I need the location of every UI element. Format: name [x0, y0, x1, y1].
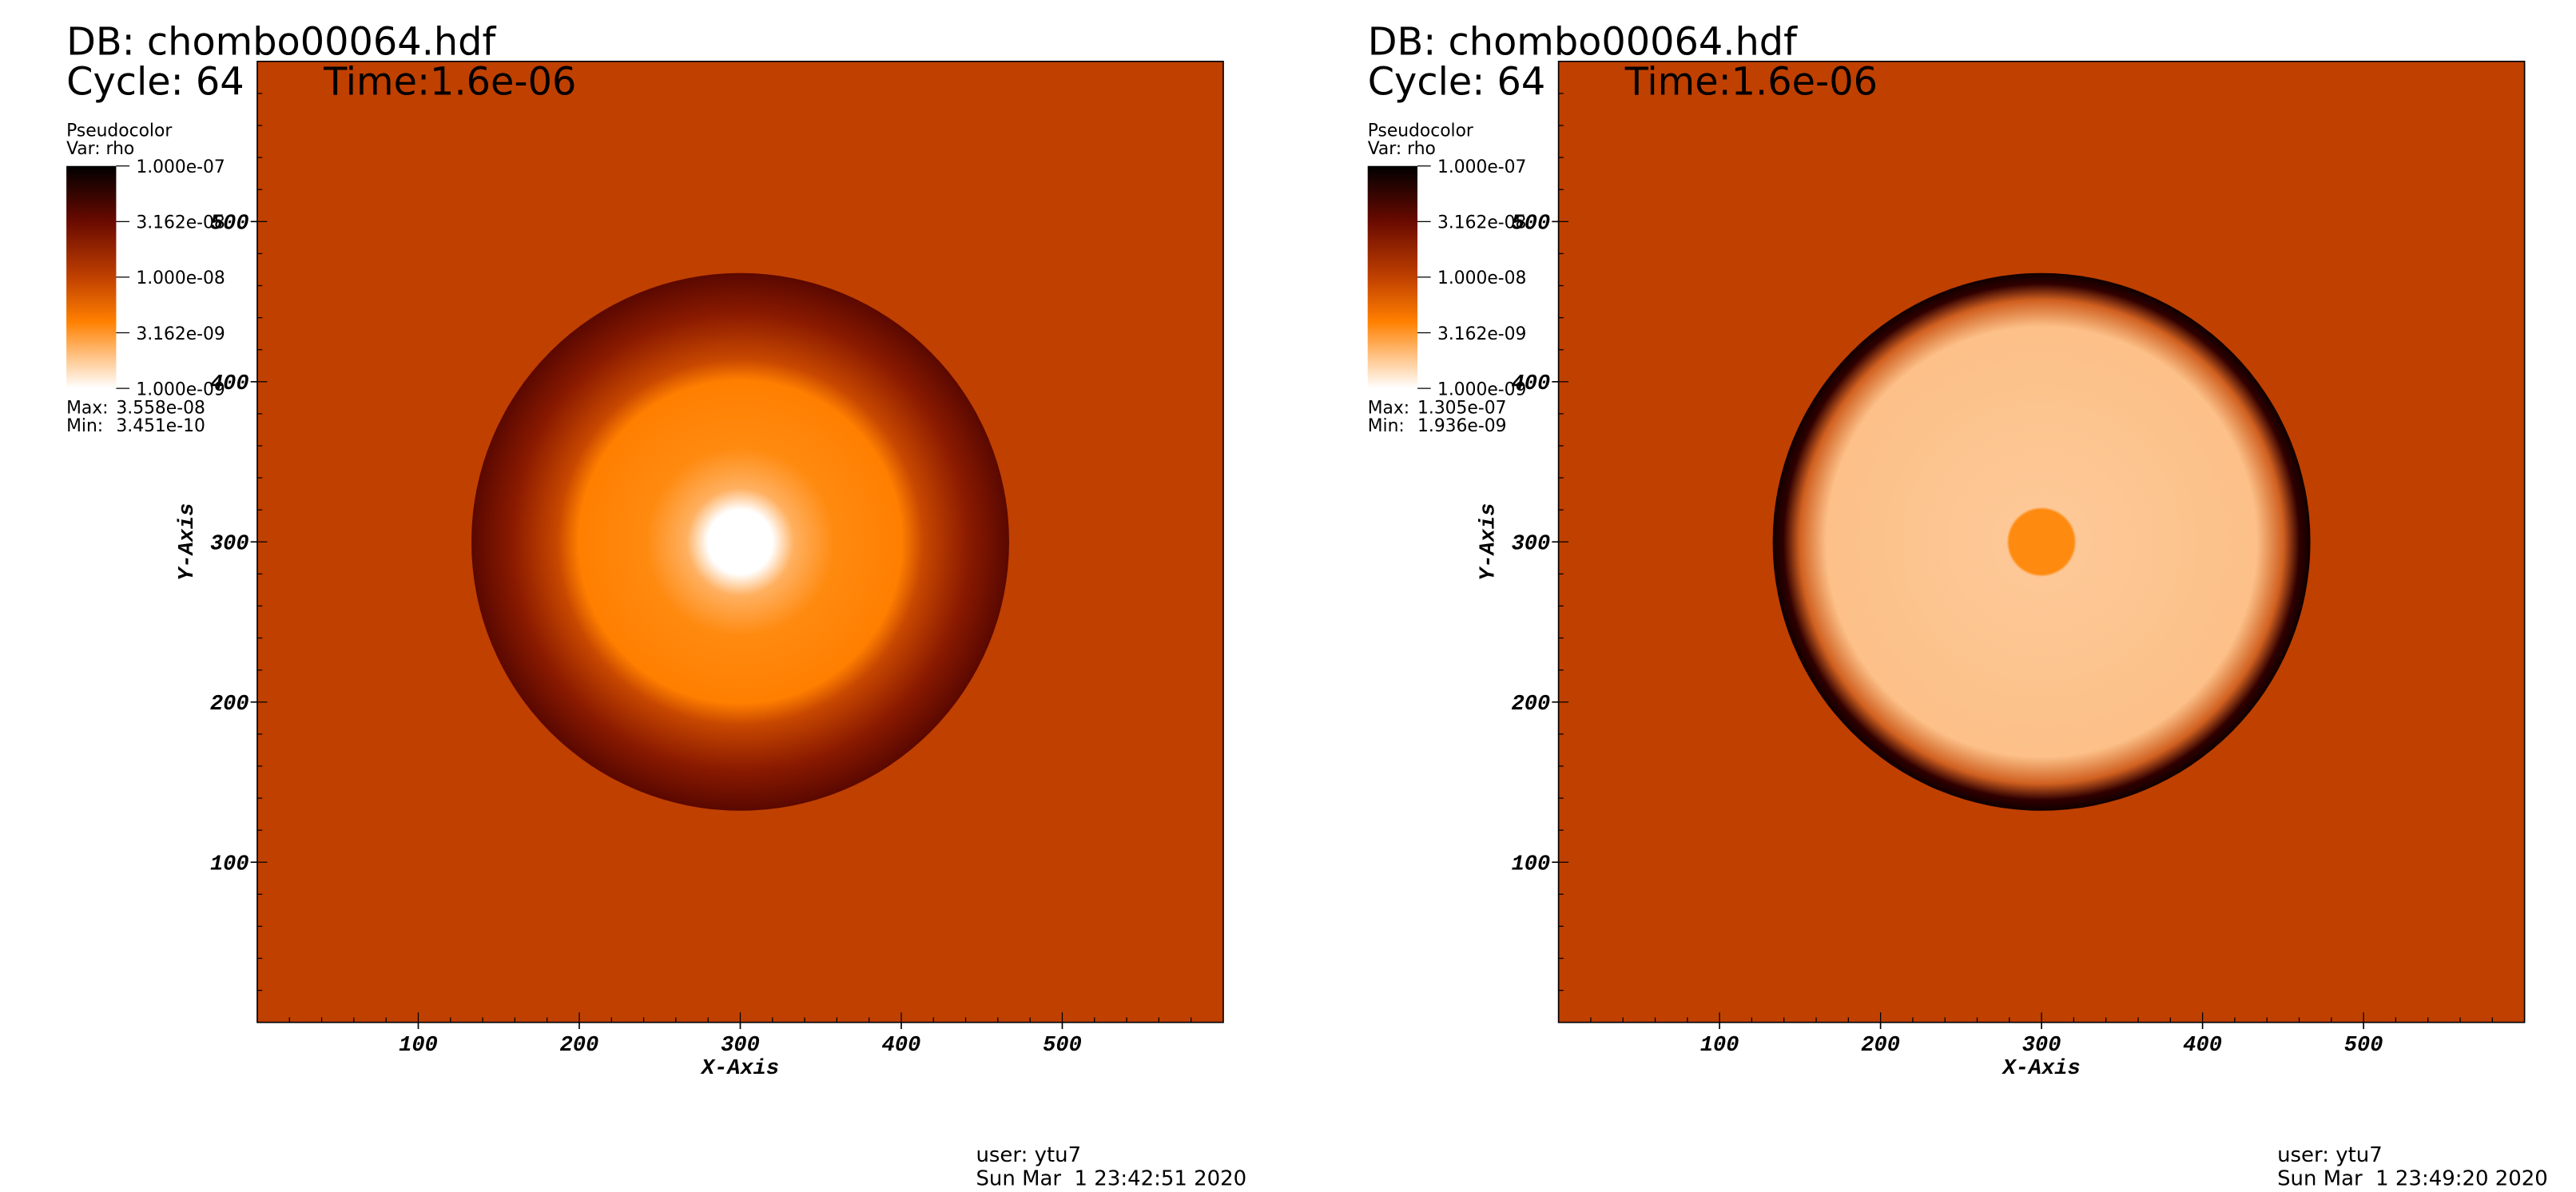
min-label: Min:: [1368, 416, 1405, 436]
db-label: DB: chombo00064.hdf: [1368, 21, 1798, 65]
legend-title: Pseudocolor: [66, 121, 172, 141]
y-tick-label: 400: [1512, 372, 1551, 396]
max-value: 3.558e-08: [116, 398, 205, 418]
legend-title: Pseudocolor: [1368, 121, 1473, 141]
legend-var: Var: rho: [1368, 139, 1436, 159]
color-bar: [66, 165, 117, 389]
min-value: 3.451e-10: [116, 416, 205, 436]
color-bar-label: 3.162e-08: [1437, 213, 1526, 233]
color-bar-label: 1.000e-09: [136, 379, 225, 399]
x-axis-title: X-Axis: [700, 1057, 779, 1081]
x-tick-label: 500: [1043, 1034, 1082, 1058]
color-bar-label: 3.162e-08: [136, 213, 225, 233]
x-axis-title: X-Axis: [2001, 1057, 2080, 1081]
max-value: 1.305e-07: [1417, 398, 1506, 418]
x-tick-label: 400: [2183, 1034, 2222, 1058]
density-disk: [471, 272, 1009, 811]
max-label: Max:: [66, 398, 108, 418]
y-tick-label: 300: [210, 533, 249, 557]
color-bar-label: 1.000e-08: [136, 268, 225, 288]
db-label: DB: chombo00064.hdf: [66, 21, 496, 65]
user-label: user: ytu7: [2277, 1143, 2383, 1167]
x-tick-label: 200: [1861, 1034, 1900, 1058]
density-disk: [1772, 272, 2311, 811]
color-bar-label: 1.000e-07: [1437, 157, 1526, 177]
y-tick-label: 400: [210, 372, 249, 396]
max-label: Max:: [1368, 398, 1409, 418]
y-tick-label: 200: [210, 693, 249, 717]
y-tick-label: 100: [210, 853, 249, 877]
color-bar-label: 1.000e-07: [136, 157, 225, 177]
cycle-label: Cycle: 64: [66, 60, 244, 104]
x-tick-label: 100: [1700, 1034, 1739, 1058]
y-axis-title: Y-Axis: [176, 503, 200, 581]
y-tick-label: 100: [1512, 853, 1551, 877]
y-tick-label: 200: [1512, 693, 1551, 717]
y-axis-title: Y-Axis: [1477, 503, 1501, 581]
color-bar-label: 1.000e-08: [1437, 268, 1526, 288]
y-tick-label: 500: [210, 213, 249, 236]
y-tick-label: 300: [1512, 533, 1551, 557]
color-bar-label: 3.162e-09: [1437, 324, 1526, 344]
date-label: Sun Mar 1 23:49:20 2020: [2277, 1166, 2548, 1190]
date-label: Sun Mar 1 23:42:51 2020: [976, 1166, 1246, 1190]
x-tick-label: 500: [2344, 1034, 2383, 1058]
x-tick-label: 200: [560, 1034, 599, 1058]
min-label: Min:: [66, 416, 103, 436]
color-bar-label: 1.000e-09: [1437, 379, 1526, 399]
user-label: user: ytu7: [976, 1143, 1081, 1167]
x-tick-label: 100: [399, 1034, 438, 1058]
min-value: 1.936e-09: [1417, 416, 1506, 436]
legend-var: Var: rho: [66, 139, 134, 159]
x-tick-label: 300: [721, 1034, 760, 1058]
x-tick-label: 300: [2022, 1034, 2061, 1058]
time-label: Time:1.6e-06: [323, 60, 576, 104]
time-label: Time:1.6e-06: [1624, 60, 1878, 104]
y-tick-label: 500: [1512, 213, 1551, 236]
color-bar: [1367, 165, 1418, 389]
color-bar-label: 3.162e-09: [136, 324, 225, 344]
cycle-label: Cycle: 64: [1368, 60, 1546, 104]
x-tick-label: 400: [882, 1034, 921, 1058]
